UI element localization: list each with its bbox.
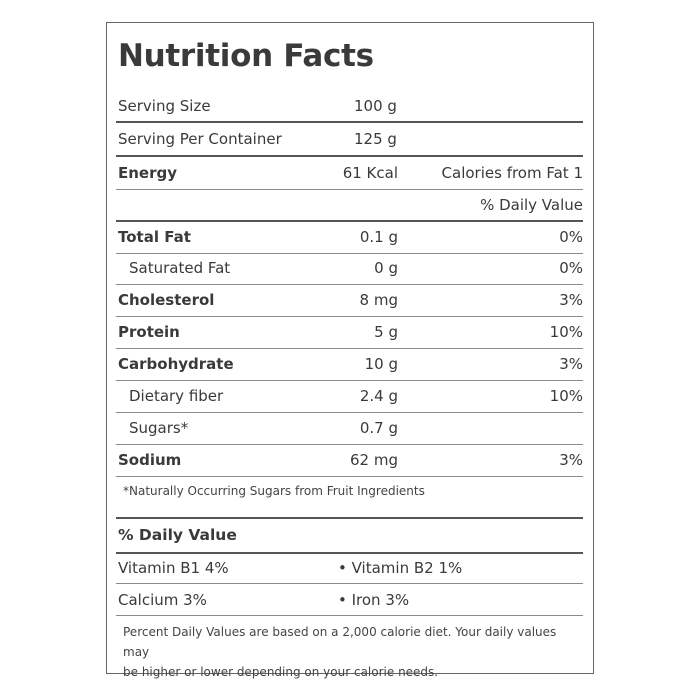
divider [116, 412, 583, 413]
divider [116, 615, 583, 616]
divider [116, 121, 583, 123]
nutrient-amount: 62 mg [350, 451, 398, 469]
nutrient-label: Dietary fiber [129, 387, 224, 405]
divider [116, 583, 583, 584]
nutrient-amount: 0.7 g [359, 419, 398, 437]
nutrient-amount: 0 g [374, 259, 398, 277]
divider [116, 444, 583, 445]
nutrient-label: Sugars* [129, 419, 189, 437]
nutrient-daily-value: 3% [559, 451, 583, 469]
divider [116, 380, 583, 381]
nutrient-label: Total Fat [118, 228, 191, 246]
divider [116, 189, 583, 190]
energy-amount: 61 Kcal [342, 164, 398, 182]
nutrient-daily-value: 3% [559, 355, 583, 373]
vitamins-header: % Daily Value [118, 526, 237, 544]
nutrient-daily-value: 0% [559, 228, 583, 246]
footnote-line: be higher or lower depending on your cal… [123, 665, 439, 679]
nutrient-amount: 2.4 g [359, 387, 398, 405]
divider [116, 316, 583, 317]
nutrient-label: Protein [118, 323, 180, 341]
footnote-line: Percent Daily Values are based on a 2,00… [123, 625, 557, 659]
nutrient-daily-value: 0% [559, 259, 583, 277]
divider [116, 284, 583, 285]
divider [116, 220, 583, 222]
daily-value-header: % Daily Value [480, 196, 583, 214]
serving-size-amount: 100 g [354, 97, 397, 115]
sugar-footnote: *Naturally Occurring Sugars from Fruit I… [123, 484, 425, 498]
iron: • Iron 3% [338, 591, 410, 609]
divider [116, 517, 583, 519]
nutrient-label: Cholesterol [118, 291, 215, 309]
nutrient-label: Carbohydrate [118, 355, 234, 373]
nutrient-amount: 5 g [374, 323, 398, 341]
nutrient-daily-value: 10% [549, 387, 583, 405]
serving-size-label: Serving Size [118, 97, 211, 115]
divider [116, 552, 583, 554]
nutrition-label [106, 22, 594, 674]
calcium: Calcium 3% [118, 591, 207, 609]
nutrient-label: Saturated Fat [129, 259, 231, 277]
label-title: Nutrition Facts [118, 38, 374, 74]
vitamin-b2: • Vitamin B2 1% [338, 559, 463, 577]
nutrient-daily-value: 3% [559, 291, 583, 309]
divider [116, 348, 583, 349]
nutrient-amount: 10 g [364, 355, 398, 373]
nutrient-amount: 8 mg [359, 291, 398, 309]
divider [116, 155, 583, 157]
energy-label: Energy [118, 164, 178, 182]
servings-per-container-label: Serving Per Container [118, 130, 282, 148]
nutrient-daily-value: 10% [549, 323, 583, 341]
divider [116, 476, 583, 477]
calories-from-fat: Calories from Fat 1 [441, 164, 583, 182]
servings-per-container-amount: 125 g [354, 130, 397, 148]
divider [116, 253, 583, 254]
vitamin-b1: Vitamin B1 4% [118, 559, 229, 577]
daily-value-footnote: Percent Daily Values are based on a 2,00… [123, 622, 583, 682]
nutrient-label: Sodium [118, 451, 182, 469]
nutrient-amount: 0.1 g [359, 228, 398, 246]
